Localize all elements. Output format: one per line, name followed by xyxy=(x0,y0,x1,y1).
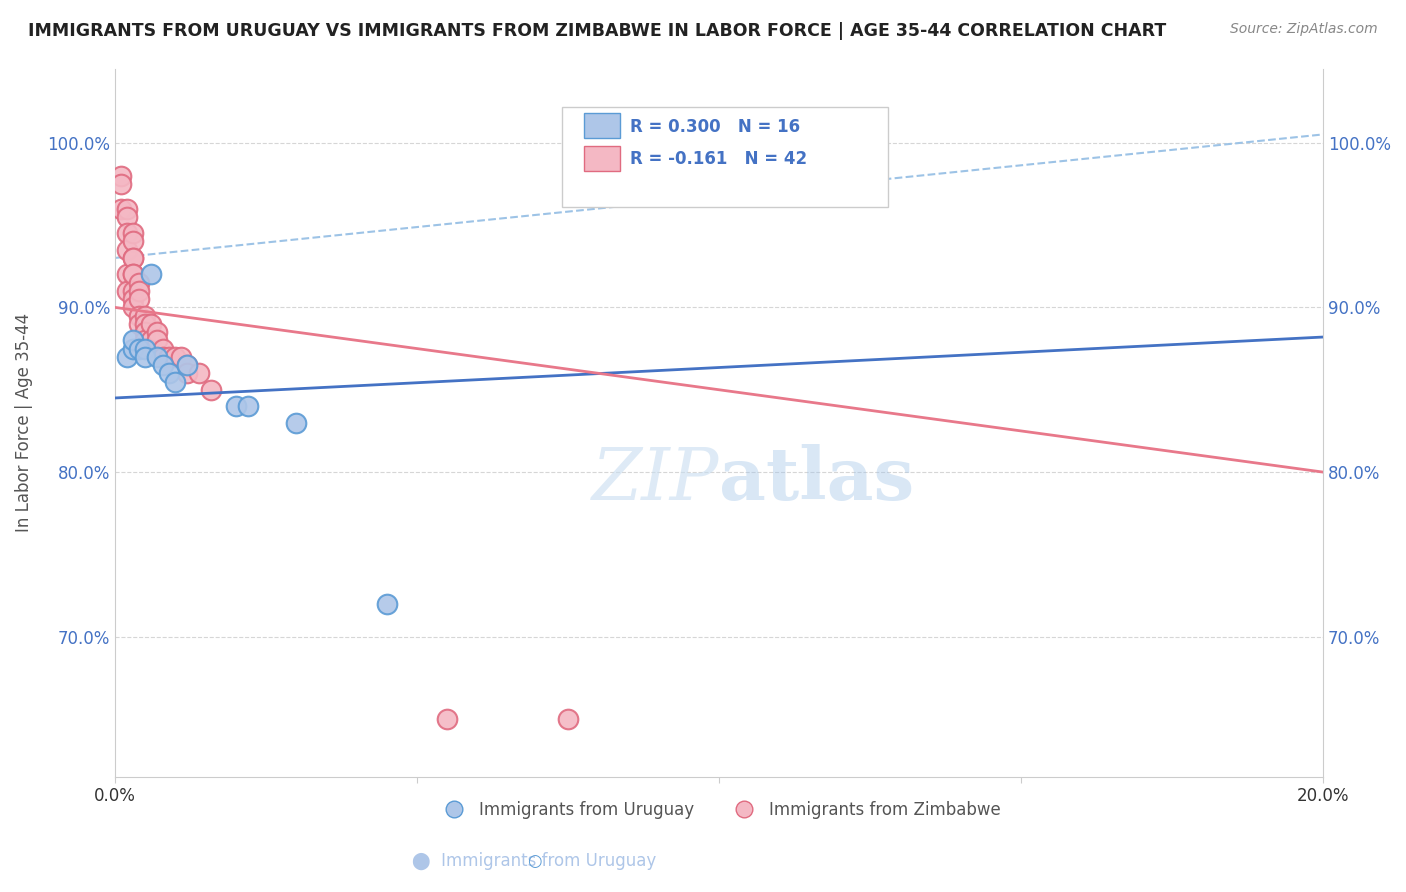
Point xyxy=(122,334,145,348)
Point xyxy=(110,169,132,183)
Point xyxy=(115,202,138,216)
Y-axis label: In Labor Force | Age 35-44: In Labor Force | Age 35-44 xyxy=(15,313,32,533)
Point xyxy=(122,235,145,249)
Point xyxy=(176,358,198,372)
Point xyxy=(128,317,150,331)
Point xyxy=(115,243,138,257)
FancyBboxPatch shape xyxy=(583,113,620,138)
Point xyxy=(236,399,259,413)
Point xyxy=(134,325,156,339)
Point xyxy=(157,350,180,364)
Text: Source: ZipAtlas.com: Source: ZipAtlas.com xyxy=(1230,22,1378,37)
Point xyxy=(134,334,156,348)
Point xyxy=(152,358,174,372)
Point xyxy=(122,342,145,356)
Point xyxy=(157,366,180,380)
Point xyxy=(152,350,174,364)
Text: R = 0.300   N = 16: R = 0.300 N = 16 xyxy=(630,118,800,136)
Point xyxy=(115,210,138,224)
Point xyxy=(139,317,162,331)
Point xyxy=(115,226,138,240)
Point xyxy=(128,276,150,290)
Point xyxy=(110,177,132,191)
Point xyxy=(176,358,198,372)
Point xyxy=(134,350,156,364)
Point xyxy=(128,284,150,298)
Point xyxy=(122,251,145,265)
Legend: Immigrants from Uruguay, Immigrants from Zimbabwe: Immigrants from Uruguay, Immigrants from… xyxy=(430,794,1007,825)
Point xyxy=(375,597,398,611)
Point xyxy=(146,334,169,348)
Text: IMMIGRANTS FROM URUGUAY VS IMMIGRANTS FROM ZIMBABWE IN LABOR FORCE | AGE 35-44 C: IMMIGRANTS FROM URUGUAY VS IMMIGRANTS FR… xyxy=(28,22,1167,40)
Text: ○: ○ xyxy=(527,852,541,870)
Point xyxy=(122,284,145,298)
Point xyxy=(122,301,145,315)
Text: atlas: atlas xyxy=(718,444,914,515)
Point xyxy=(285,416,308,430)
Point xyxy=(146,350,169,364)
Point xyxy=(146,325,169,339)
Point xyxy=(110,202,132,216)
Point xyxy=(176,366,198,380)
Point xyxy=(134,342,156,356)
Point xyxy=(436,712,458,726)
Point xyxy=(165,350,187,364)
Point xyxy=(134,317,156,331)
Point xyxy=(128,342,150,356)
Point xyxy=(200,383,222,397)
Point xyxy=(122,251,145,265)
Point xyxy=(165,375,187,389)
Text: ZIP: ZIP xyxy=(592,444,718,515)
Point xyxy=(115,268,138,282)
Point xyxy=(188,366,211,380)
Point xyxy=(152,342,174,356)
Point xyxy=(225,399,247,413)
FancyBboxPatch shape xyxy=(562,107,889,207)
Point xyxy=(122,292,145,306)
Point xyxy=(134,309,156,323)
Text: ⬤  Immigrants from Uruguay: ⬤ Immigrants from Uruguay xyxy=(412,852,657,870)
Point xyxy=(139,268,162,282)
Text: R = -0.161   N = 42: R = -0.161 N = 42 xyxy=(630,150,807,169)
Point xyxy=(128,309,150,323)
Point xyxy=(122,268,145,282)
Point xyxy=(122,226,145,240)
Point xyxy=(128,292,150,306)
Point xyxy=(122,268,145,282)
Point xyxy=(115,284,138,298)
FancyBboxPatch shape xyxy=(583,146,620,171)
Point xyxy=(139,334,162,348)
Point xyxy=(115,350,138,364)
Point xyxy=(170,350,193,364)
Point xyxy=(557,712,579,726)
